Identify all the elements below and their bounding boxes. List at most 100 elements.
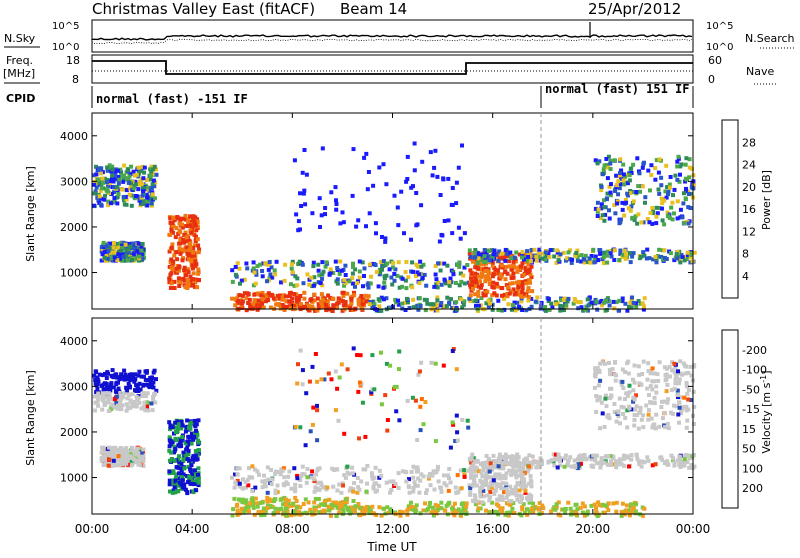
- heatmap-cell: [621, 463, 626, 468]
- heatmap-cell: [508, 289, 513, 294]
- heatmap-cell: [596, 383, 601, 388]
- heatmap-cell: [506, 302, 511, 307]
- heatmap-cell: [641, 307, 646, 312]
- heatmap-cell: [109, 256, 114, 261]
- heatmap-cell: [243, 485, 248, 490]
- colorbar-tick-label: 15: [742, 423, 756, 436]
- heatmap-cell: [594, 394, 599, 398]
- heatmap-cell: [427, 504, 432, 509]
- heatmap-cell: [135, 398, 140, 403]
- heatmap-cell: [654, 214, 659, 219]
- heatmap-cell: [259, 304, 264, 308]
- heatmap-cell: [626, 304, 631, 309]
- heatmap-cell: [409, 237, 413, 242]
- heatmap-cell: [480, 463, 485, 468]
- heatmap-cell: [595, 161, 600, 166]
- heatmap-cell: [493, 463, 498, 468]
- heatmap-cell: [675, 250, 680, 254]
- heatmap-cell: [279, 506, 283, 511]
- heatmap-cell: [652, 400, 657, 405]
- heatmap-cell: [343, 281, 348, 286]
- heatmap-cell: [412, 141, 417, 146]
- heatmap-cell: [315, 438, 320, 443]
- heatmap-cell: [481, 291, 486, 296]
- heatmap-cell: [664, 163, 669, 168]
- heatmap-cell: [613, 211, 618, 216]
- heatmap-cell: [436, 504, 441, 509]
- heatmap-cell: [187, 238, 192, 243]
- heatmap-cell: [665, 366, 669, 371]
- heatmap-cell: [448, 480, 453, 485]
- heatmap-cell: [177, 228, 182, 233]
- heatmap-cell: [510, 506, 515, 511]
- heatmap-cell: [176, 457, 181, 462]
- heatmap-cell: [517, 465, 522, 469]
- heatmap-cell: [189, 431, 194, 436]
- noise-sky-trace: [91, 34, 693, 41]
- heatmap-cell: [597, 395, 602, 400]
- heatmap-cell: [628, 208, 633, 213]
- heatmap-cell: [660, 457, 665, 462]
- heatmap-cell: [563, 510, 568, 515]
- heatmap-cell: [421, 422, 426, 427]
- heatmap-cell: [332, 503, 337, 508]
- heatmap-cell: [459, 279, 464, 284]
- x-tick-label: 20:00: [576, 522, 611, 536]
- heatmap-cell: [261, 305, 266, 310]
- heatmap-cell: [154, 172, 159, 177]
- heatmap-cell: [309, 475, 314, 480]
- heatmap-cell: [592, 502, 597, 507]
- heatmap-cell: [345, 304, 350, 309]
- heatmap-cell: [676, 154, 681, 159]
- heatmap-cell: [603, 396, 608, 401]
- heatmap-cell: [464, 501, 469, 506]
- heatmap-cell: [517, 488, 522, 493]
- heatmap-cell: [609, 254, 614, 259]
- heatmap-cell: [504, 471, 509, 476]
- heatmap-cell: [446, 502, 450, 507]
- heatmap-cell: [675, 256, 680, 261]
- heatmap-cell: [138, 169, 143, 174]
- heatmap-cell: [575, 248, 580, 253]
- heatmap-cell: [415, 438, 420, 442]
- heatmap-cell: [299, 302, 303, 307]
- heatmap-cell: [543, 305, 548, 309]
- heatmap-cell: [490, 475, 495, 480]
- heatmap-cell: [389, 275, 394, 280]
- heatmap-cell: [105, 168, 110, 173]
- heatmap-cell: [171, 478, 176, 483]
- heatmap-cell: [674, 252, 679, 257]
- heatmap-cell: [397, 418, 402, 423]
- heatmap-cell: [424, 508, 429, 513]
- heatmap-cell: [177, 463, 182, 467]
- heatmap-cell: [659, 183, 664, 188]
- heatmap-cell: [183, 213, 188, 218]
- heatmap-cell: [579, 305, 584, 310]
- heatmap-cell: [191, 271, 196, 276]
- heatmap-cell: [407, 490, 412, 495]
- heatmap-cell: [677, 405, 682, 410]
- heatmap-cell: [668, 374, 672, 379]
- heatmap-cell: [92, 373, 97, 378]
- heatmap-cell: [244, 500, 249, 505]
- heatmap-cell: [358, 353, 363, 358]
- heatmap-cell: [468, 268, 473, 273]
- heatmap-cell: [625, 393, 630, 398]
- heatmap-cell: [373, 465, 378, 470]
- heatmap-cell: [124, 385, 129, 390]
- heatmap-cell: [405, 296, 409, 301]
- heatmap-cell: [675, 216, 680, 221]
- heatmap-cell: [600, 411, 605, 416]
- heatmap-cell: [495, 459, 500, 464]
- heatmap-cell: [343, 263, 348, 268]
- heatmap-cell: [119, 407, 124, 412]
- heatmap-cell: [124, 176, 129, 181]
- heatmap-cell: [647, 256, 652, 261]
- heatmap-cell: [142, 165, 147, 170]
- heatmap-cell: [239, 506, 244, 511]
- heatmap-cell: [129, 181, 133, 186]
- heatmap-cell: [339, 503, 344, 508]
- heatmap-cell: [623, 370, 627, 374]
- heatmap-cell: [605, 191, 610, 196]
